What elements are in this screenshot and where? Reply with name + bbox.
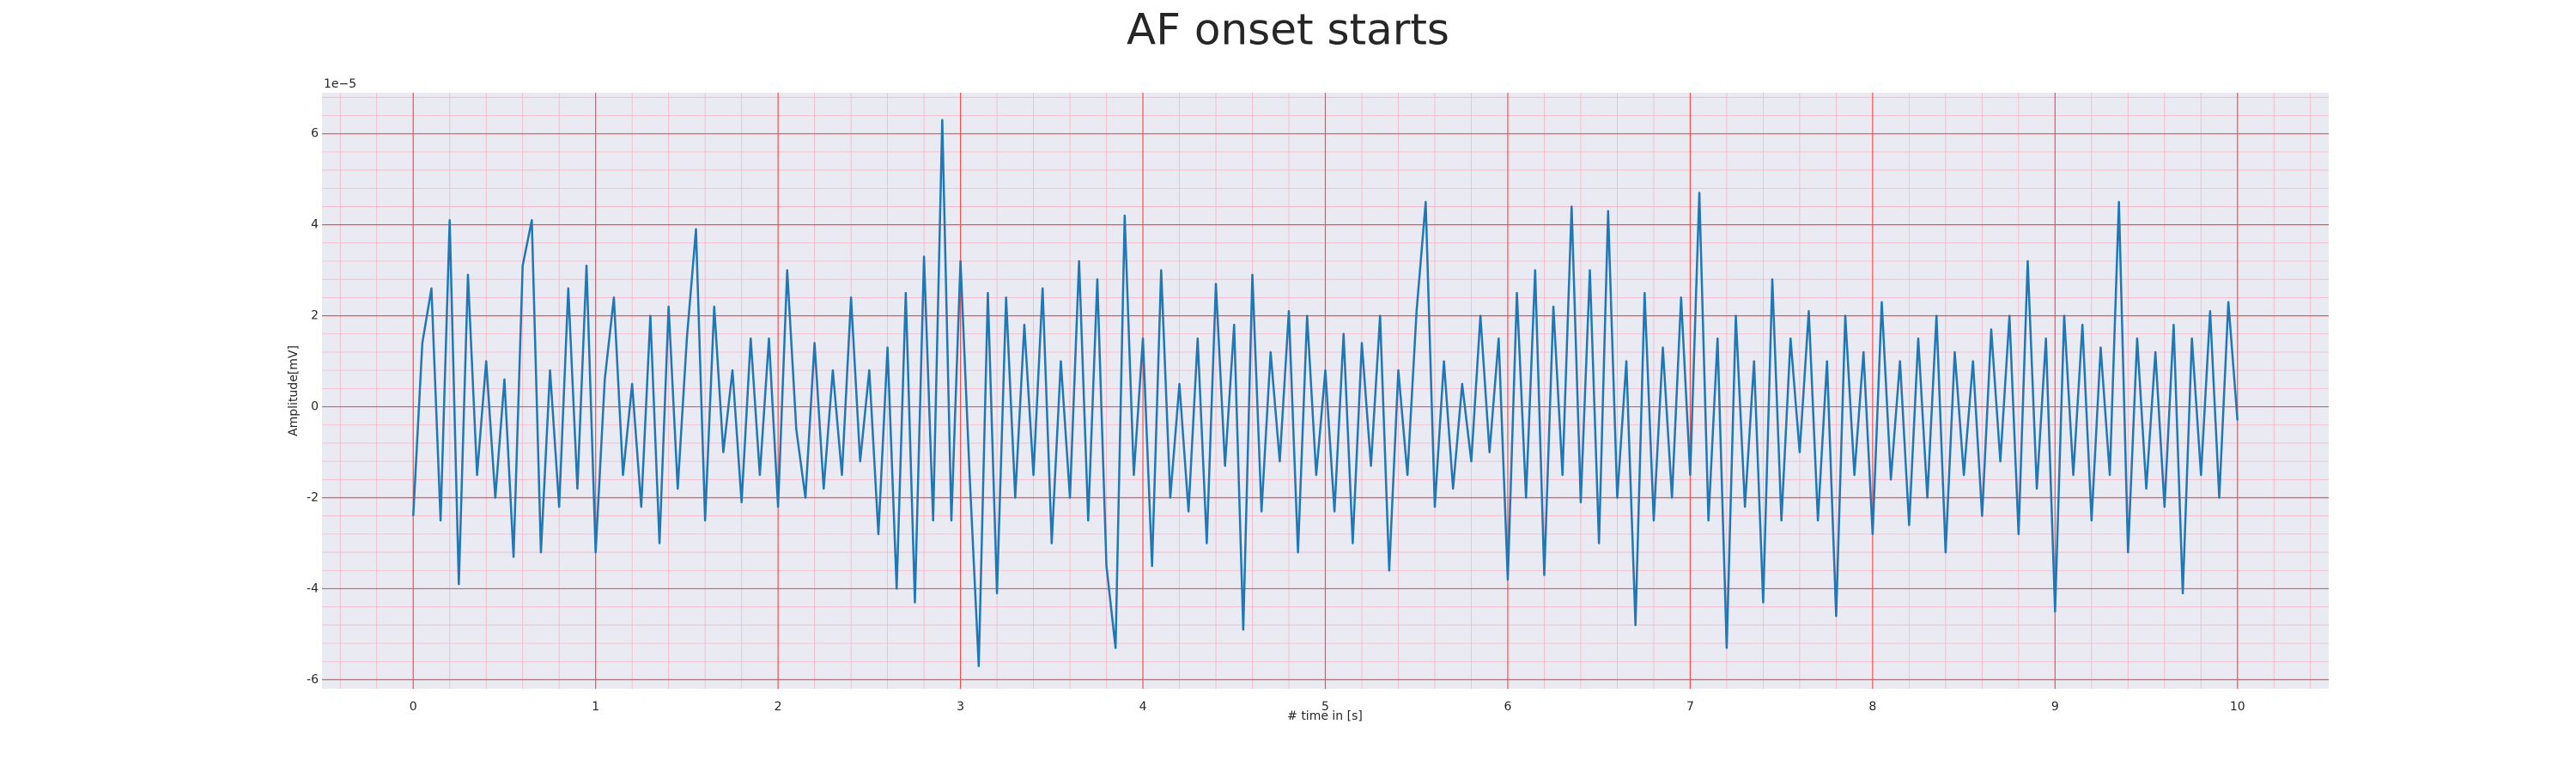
y-tick-label: -6 [307, 673, 319, 686]
y-offset-label: 1e−5 [324, 77, 356, 91]
x-tick-label: 3 [957, 700, 964, 714]
line-series [411, 119, 2239, 667]
y-tick-label: 4 [311, 218, 319, 232]
y-tick-label: 2 [311, 309, 319, 323]
x-axis-label: # time in [s] [1287, 709, 1363, 723]
x-tick-label: 2 [775, 700, 782, 714]
x-tick-label: 4 [1139, 700, 1147, 714]
chart-title: AF onset starts [1127, 5, 1449, 55]
x-tick-label: 1 [592, 700, 599, 714]
x-tick-label: 10 [2230, 700, 2245, 714]
x-tick-label: 9 [2051, 700, 2059, 714]
y-tick-label: 6 [311, 127, 319, 141]
y-tick-label: -4 [307, 581, 319, 595]
y-axis-label: Amplitude[mV] [287, 345, 301, 436]
y-tick-label: -2 [307, 490, 319, 504]
x-tick-label: 8 [1868, 700, 1876, 714]
x-tick-label: 6 [1504, 700, 1511, 714]
x-tick-label: 5 [1321, 700, 1329, 714]
x-tick-label: 0 [410, 700, 417, 714]
x-tick-label: 7 [1686, 700, 1694, 714]
y-tick-label: 0 [311, 400, 319, 414]
